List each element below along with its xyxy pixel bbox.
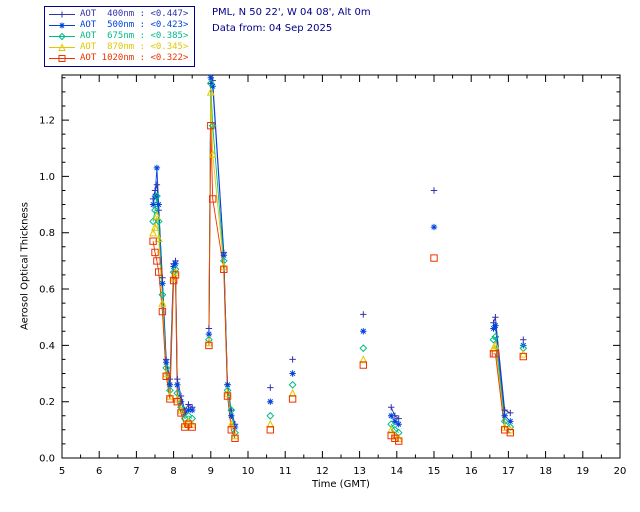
series-markers-870nm bbox=[149, 87, 528, 442]
series-line-400nm bbox=[152, 80, 511, 425]
x-tick-label: 5 bbox=[59, 466, 65, 477]
legend-symbol-400nm-icon bbox=[49, 11, 75, 17]
x-tick-label: 19 bbox=[576, 466, 589, 477]
legend-entry-870nm: AOT 870nm : <0.345> bbox=[49, 42, 188, 52]
x-tick-label: 9 bbox=[208, 466, 214, 477]
legend-symbol-1020nm-icon bbox=[49, 54, 75, 62]
legend-label: AOT 675nm : <0.385> bbox=[80, 31, 189, 41]
legend-symbol-870nm-icon bbox=[49, 42, 75, 51]
x-tick-label: 8 bbox=[170, 466, 176, 477]
legend-label: AOT 500nm : <0.423> bbox=[80, 20, 189, 30]
legend-label: AOT 400nm : <0.447> bbox=[80, 9, 189, 19]
x-tick-label: 15 bbox=[428, 466, 441, 477]
legend-entry-400nm: AOT 400nm : <0.447> bbox=[49, 9, 188, 19]
y-tick-label: 0.6 bbox=[39, 285, 55, 296]
legend-entry-1020nm: AOT 1020nm : <0.322> bbox=[49, 53, 188, 63]
series-markers-675nm bbox=[149, 79, 528, 437]
x-tick-label: 17 bbox=[502, 466, 515, 477]
legend-entry-675nm: AOT 675nm : <0.385> bbox=[49, 31, 188, 41]
x-tick-label: 6 bbox=[96, 466, 102, 477]
legend-label: AOT 1020nm : <0.322> bbox=[80, 53, 189, 63]
series-line-500nm bbox=[152, 77, 511, 428]
series-markers-500nm bbox=[149, 74, 527, 431]
series-line-1020nm bbox=[152, 125, 511, 442]
x-tick-label: 12 bbox=[316, 466, 329, 477]
data-date: Data from: 04 Sep 2025 bbox=[212, 23, 333, 34]
legend: AOT 400nm : <0.447> AOT 500nm : <0.423> AO… bbox=[44, 6, 196, 67]
legend-symbol-500nm-icon bbox=[49, 22, 75, 28]
x-tick-label: 14 bbox=[390, 466, 403, 477]
y-axis-label: Aerosol Optical Thickness bbox=[19, 201, 31, 331]
x-tick-label: 7 bbox=[133, 466, 139, 477]
y-tick-label: 1.0 bbox=[39, 172, 55, 183]
y-tick-label: 0.2 bbox=[39, 397, 55, 408]
x-tick-label: 20 bbox=[614, 466, 627, 477]
x-tick-label: 13 bbox=[353, 466, 366, 477]
y-tick-label: 1.2 bbox=[39, 116, 55, 127]
x-tick-label: 10 bbox=[242, 466, 255, 477]
plot-box bbox=[61, 74, 621, 459]
x-tick-label: 11 bbox=[279, 466, 292, 477]
x-tick-label: 18 bbox=[539, 466, 552, 477]
header-info: PML, N 50 22', W 04 08', Alt 0m Data fro… bbox=[212, 5, 371, 37]
series-markers-1020nm bbox=[149, 122, 527, 445]
x-axis-label: Time (GMT) bbox=[312, 479, 370, 490]
x-tick-label: 16 bbox=[465, 466, 478, 477]
series-line-675nm bbox=[152, 83, 511, 434]
legend-label: AOT 870nm : <0.345> bbox=[80, 42, 189, 52]
y-tick-label: 0.4 bbox=[39, 341, 55, 352]
y-tick-label: 0.8 bbox=[39, 228, 55, 239]
series-line-870nm bbox=[152, 91, 511, 439]
y-tick-label: 0.0 bbox=[39, 454, 55, 465]
legend-entry-500nm: AOT 500nm : <0.423> bbox=[49, 20, 188, 30]
station-info: PML, N 50 22', W 04 08', Alt 0m bbox=[212, 7, 371, 18]
series-markers-400nm bbox=[149, 77, 527, 428]
legend-symbol-675nm-icon bbox=[49, 32, 75, 40]
